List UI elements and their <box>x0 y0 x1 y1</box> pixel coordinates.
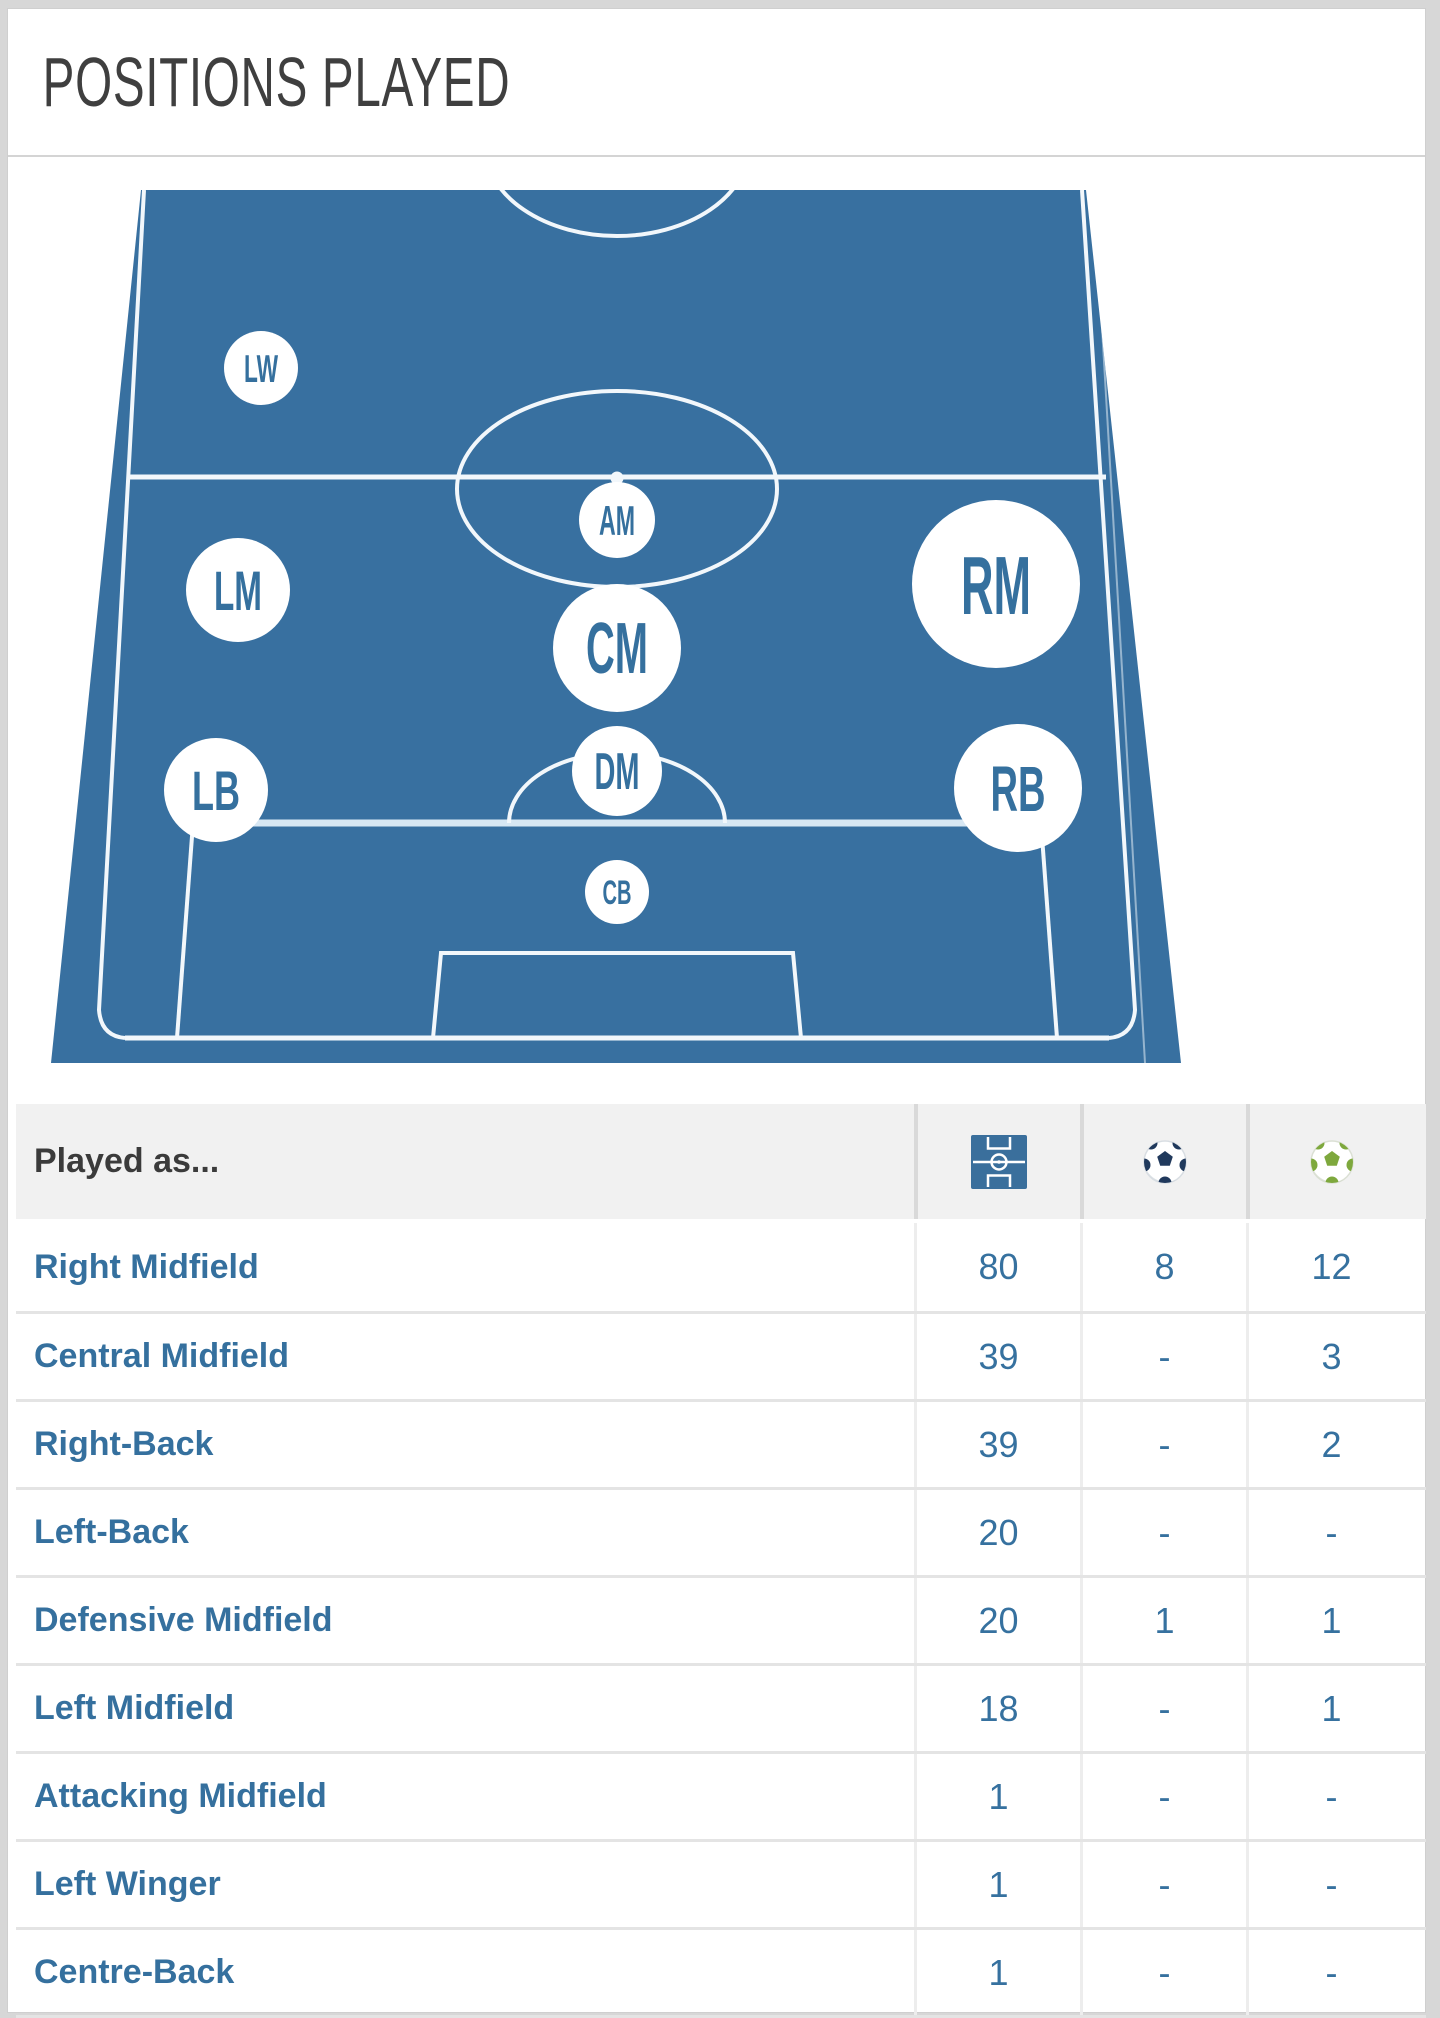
column-header-goals <box>1080 1104 1246 1219</box>
appearances-value: 18 <box>914 1666 1080 1751</box>
table-row: Left Midfield 18 - 1 <box>16 1663 1426 1751</box>
svg-text:RB: RB <box>991 753 1046 825</box>
position-name-link[interactable]: Centre-Back <box>34 1953 235 1991</box>
far-penalty-arc <box>483 190 751 238</box>
svg-text:LW: LW <box>244 348 278 391</box>
football-green-icon <box>1310 1139 1354 1184</box>
appearances-value: 20 <box>914 1578 1080 1663</box>
svg-text:RM: RM <box>961 539 1031 632</box>
position-name-link[interactable]: Left Midfield <box>34 1689 235 1727</box>
position-name-link[interactable]: Central Midfield <box>34 1337 290 1375</box>
assists-value: - <box>1246 1754 1414 1839</box>
goals-value: - <box>1080 1754 1246 1839</box>
svg-text:DM: DM <box>595 743 640 801</box>
goals-value: - <box>1080 1490 1246 1575</box>
section-header: POSITIONS PLAYED <box>8 9 1425 157</box>
appearances-value: 39 <box>914 1402 1080 1487</box>
appearances-value: 80 <box>914 1223 1080 1311</box>
column-header-assists <box>1246 1104 1414 1219</box>
table-row: Right Midfield 80 8 12 <box>16 1223 1426 1311</box>
position-bubble-rb: RB <box>954 724 1082 852</box>
assists-value: 1 <box>1246 1666 1414 1751</box>
appearances-value: 1 <box>914 1754 1080 1839</box>
assists-value: 1 <box>1246 1578 1414 1663</box>
played-as-header: Played as... <box>16 1104 914 1219</box>
position-name-link[interactable]: Left-Back <box>34 1513 189 1551</box>
column-header-appearances <box>914 1104 1080 1219</box>
position-bubble-dm: DM <box>572 726 662 816</box>
position-name-link[interactable]: Right Midfield <box>34 1247 259 1286</box>
appearances-value: 39 <box>914 1314 1080 1399</box>
table-row: Centre-Back 1 - - <box>16 1927 1426 2015</box>
goals-value: - <box>1080 1666 1246 1751</box>
appearances-value: 1 <box>914 1842 1080 1927</box>
position-bubble-lm: LM <box>186 538 290 642</box>
position-bubbles: LW AM LM RM CM <box>164 331 1082 924</box>
position-bubble-cb: CB <box>585 860 649 924</box>
table-body: Right Midfield 80 8 12 Central Midfield … <box>16 1223 1426 2015</box>
assists-value: - <box>1246 1842 1414 1927</box>
svg-text:CM: CM <box>586 609 648 689</box>
played-as-table: Played as... <box>16 1104 1426 2018</box>
goals-value: - <box>1080 1402 1246 1487</box>
goals-value: 8 <box>1080 1223 1246 1311</box>
pitch-icon <box>971 1134 1027 1189</box>
pitch-svg: LW AM LM RM CM <box>51 190 1181 1063</box>
table-row: Defensive Midfield 20 1 1 <box>16 1575 1426 1663</box>
goals-value: - <box>1080 1314 1246 1399</box>
positions-played-card: POSITIONS PLAYED <box>7 8 1426 2018</box>
table-row: Central Midfield 39 - 3 <box>16 1311 1426 1399</box>
football-dark-icon <box>1143 1139 1187 1184</box>
appearances-value: 20 <box>914 1490 1080 1575</box>
six-yard-box <box>431 951 803 1039</box>
penalty-box-right <box>1039 822 1059 1039</box>
table-row: Right-Back 39 - 2 <box>16 1399 1426 1487</box>
goals-value: 1 <box>1080 1578 1246 1663</box>
svg-text:LM: LM <box>214 559 262 622</box>
page-title: POSITIONS PLAYED <box>42 43 511 121</box>
left-sideline <box>96 190 146 1040</box>
position-name-link[interactable]: Attacking Midfield <box>34 1777 327 1815</box>
table-row: Left-Back 20 - - <box>16 1487 1426 1575</box>
assists-value: 12 <box>1246 1223 1414 1311</box>
position-bubble-cm: CM <box>553 584 681 712</box>
position-bubble-rm: RM <box>912 500 1080 668</box>
goals-value: - <box>1080 1842 1246 1927</box>
goals-value: - <box>1080 1930 1246 2015</box>
position-bubble-lb: LB <box>164 738 268 842</box>
assists-value: - <box>1246 1490 1414 1575</box>
position-name-link[interactable]: Left Winger <box>34 1865 221 1903</box>
assists-value: - <box>1246 1930 1414 2015</box>
svg-text:LB: LB <box>192 759 240 822</box>
assists-value: 3 <box>1246 1314 1414 1399</box>
position-name-link[interactable]: Defensive Midfield <box>34 1601 333 1639</box>
table-row: Left Winger 1 - - <box>16 1839 1426 1927</box>
table-row: Attacking Midfield 1 - - <box>16 1751 1426 1839</box>
right-sideline <box>1080 190 1138 1040</box>
appearances-value: 1 <box>914 1930 1080 2015</box>
position-bubble-am: AM <box>579 482 655 558</box>
svg-text:CB: CB <box>603 874 632 912</box>
centre-spot <box>610 471 624 485</box>
position-bubble-lw: LW <box>224 331 298 405</box>
table-header-row: Played as... <box>16 1104 1426 1219</box>
position-name-link[interactable]: Right-Back <box>34 1425 214 1463</box>
positions-pitch-graphic: LW AM LM RM CM <box>51 190 1181 1063</box>
assists-value: 2 <box>1246 1402 1414 1487</box>
svg-text:AM: AM <box>599 497 635 544</box>
penalty-box-left <box>175 822 195 1039</box>
